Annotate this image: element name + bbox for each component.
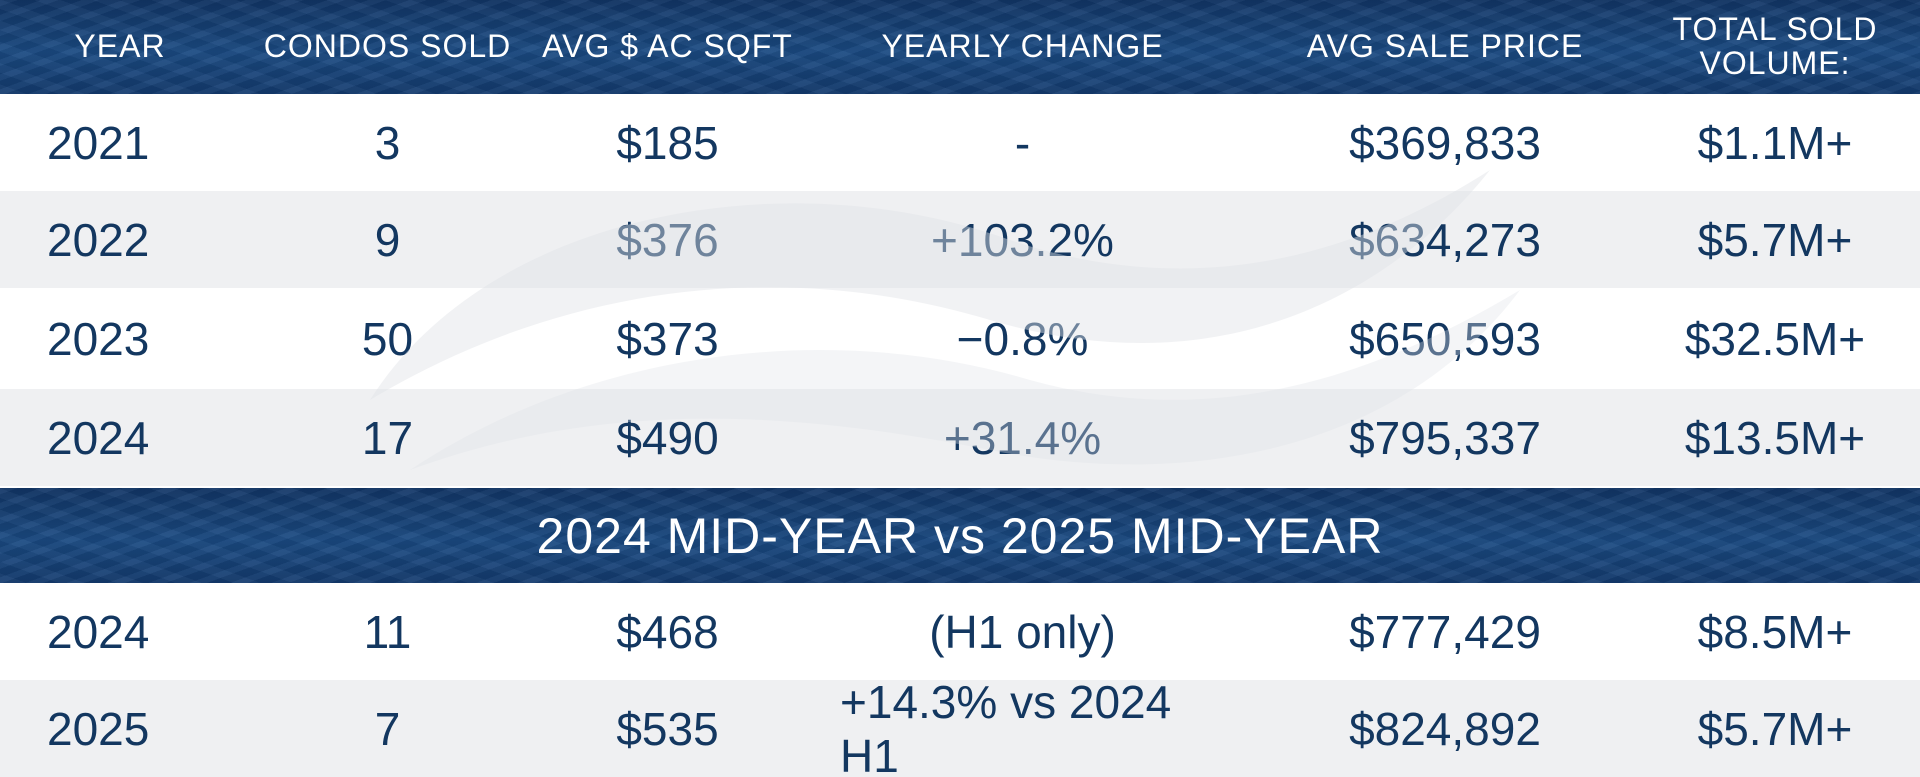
cell-yearly-change: +31.4%	[943, 411, 1102, 464]
cell-avg-sqft: $535	[616, 702, 719, 755]
cell-total-volume: $5.7M+	[1697, 213, 1853, 266]
cell-condos-sold: 11	[363, 605, 412, 658]
cell-avg-sale-price: $777,429	[1349, 605, 1541, 658]
cell-avg-sale-price: $795,337	[1349, 411, 1541, 464]
cell-year: 2022	[47, 213, 150, 266]
cell-condos-sold: 50	[361, 312, 414, 365]
cell-year: 2024	[47, 605, 150, 658]
header-avg-sqft: AVG $ AC SQFT	[542, 28, 793, 65]
table-row: 2021 3 $185 - $369,833 $1.1M+	[0, 94, 1920, 191]
cell-avg-sqft: $490	[616, 411, 719, 464]
cell-year: 2024	[47, 411, 150, 464]
section-title: 2024 MID-YEAR vs 2025 MID-YEAR	[536, 507, 1384, 564]
cell-condos-sold: 7	[374, 702, 401, 755]
cell-year: 2023	[47, 312, 150, 365]
cell-yearly-change: +103.2%	[931, 213, 1114, 266]
cell-yearly-change: -	[1014, 116, 1031, 169]
cell-total-volume: $5.7M+	[1697, 702, 1853, 755]
cell-total-volume: $13.5M+	[1684, 411, 1866, 464]
cell-condos-sold: 3	[374, 116, 401, 169]
cell-avg-sale-price: $824,892	[1349, 702, 1541, 755]
table-row: 2024 17 $490 +31.4% $795,337 $13.5M+	[0, 389, 1920, 486]
cell-avg-sqft: $376	[616, 213, 719, 266]
cell-yearly-change: (H1 only)	[929, 605, 1116, 658]
header-total-volume: TOTAL SOLD VOLUME:	[1672, 11, 1878, 81]
cell-avg-sqft: $468	[616, 605, 719, 658]
cell-year: 2025	[47, 702, 150, 755]
table-row: 2022 9 $376 +103.2% $634,273 $5.7M+	[0, 191, 1920, 288]
cell-condos-sold: 17	[361, 411, 414, 464]
table-row: 2023 50 $373 −0.8% $650,593 $32.5M+	[0, 290, 1920, 387]
cell-avg-sale-price: $650,593	[1349, 312, 1541, 365]
cell-total-volume: $32.5M+	[1684, 312, 1866, 365]
cell-total-volume: $1.1M+	[1697, 116, 1853, 169]
header-avg-sale-price: AVG SALE PRICE	[1306, 28, 1584, 65]
table-row: 2025 7 $535 +14.3% vs 2024 H1 $824,892 $…	[0, 675, 1920, 777]
midyear-section-header: 2024 MID-YEAR vs 2025 MID-YEAR	[0, 488, 1920, 583]
cell-avg-sqft: $185	[616, 116, 719, 169]
cell-yearly-change: −0.8%	[956, 312, 1089, 365]
table-row: 2024 11 $468 (H1 only) $777,429 $8.5M+	[0, 583, 1920, 680]
cell-avg-sale-price: $369,833	[1349, 116, 1541, 169]
header-yearly-change: YEARLY CHANGE	[881, 28, 1164, 65]
table-header: YEAR CONDOS SOLD AVG $ AC SQFT YEARLY CH…	[0, 0, 1920, 94]
cell-avg-sqft: $373	[616, 312, 719, 365]
header-year: YEAR	[74, 28, 166, 65]
header-condos-sold: CONDOS SOLD	[263, 28, 512, 65]
cell-yearly-change: +14.3% vs 2024 H1	[840, 675, 1172, 777]
cell-avg-sale-price: $634,273	[1349, 213, 1541, 266]
cell-year: 2021	[47, 116, 150, 169]
cell-total-volume: $8.5M+	[1697, 605, 1853, 658]
cell-condos-sold: 9	[374, 213, 401, 266]
